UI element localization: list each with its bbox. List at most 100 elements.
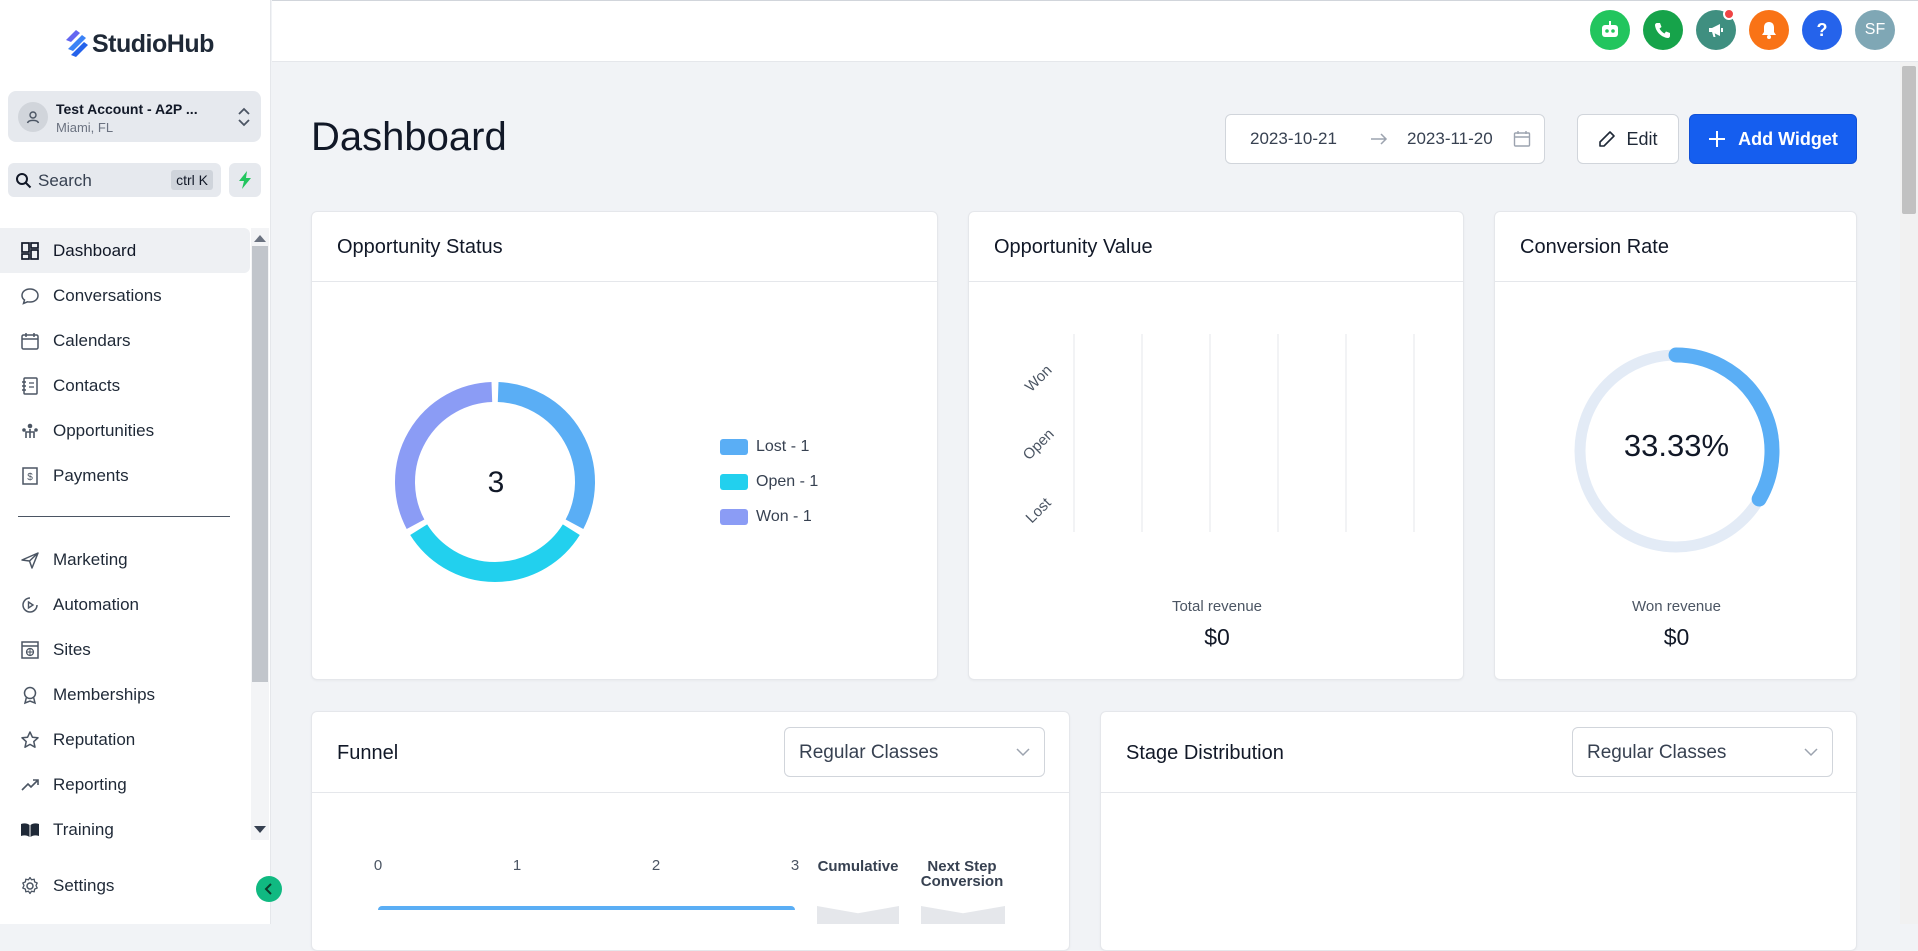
help-button[interactable]: ? bbox=[1802, 10, 1842, 50]
total-revenue-value: $0 bbox=[1204, 624, 1230, 650]
sidebar-item-label: Settings bbox=[53, 875, 115, 895]
search-icon bbox=[16, 173, 32, 189]
collapse-sidebar-button[interactable] bbox=[256, 876, 282, 902]
card-title: Opportunity Status bbox=[337, 236, 503, 258]
sidebar-item-sites[interactable]: Sites bbox=[0, 627, 250, 672]
opportunity-status-donut bbox=[395, 382, 595, 582]
donut-center-total: 3 bbox=[487, 466, 505, 499]
sidebar-item-label: Dashboard bbox=[53, 240, 137, 260]
add-widget-button[interactable]: Add Widget bbox=[1689, 114, 1857, 164]
legend-swatch bbox=[720, 509, 748, 525]
page-title: Dashboard bbox=[311, 115, 507, 159]
card-header: Stage Distribution Regular Classes bbox=[1101, 712, 1856, 793]
sidebar-item-dashboard[interactable]: Dashboard bbox=[0, 228, 250, 273]
edit-label: Edit bbox=[1626, 128, 1658, 149]
sidebar-item-payments[interactable]: $ Payments bbox=[0, 453, 250, 498]
account-location: Miami, FL bbox=[56, 120, 114, 135]
plus-icon bbox=[1709, 131, 1726, 147]
select-value: Regular Classes bbox=[799, 742, 939, 763]
sidebar-search[interactable]: Search ctrl K bbox=[8, 163, 221, 197]
scroll-down-arrow-icon[interactable] bbox=[254, 826, 266, 833]
search-placeholder: Search bbox=[38, 171, 92, 190]
card-title: Opportunity Value bbox=[994, 236, 1153, 258]
sidebar-item-label: Contacts bbox=[53, 375, 121, 395]
end-date[interactable]: 2023-11-20 bbox=[1407, 129, 1493, 148]
sidebar: StudioHub Test Account - A2P ... Miami, … bbox=[0, 0, 271, 924]
x-tick-label: 1 bbox=[513, 857, 521, 874]
chevron-left-icon bbox=[264, 883, 272, 895]
conversion-rate-card: Conversion Rate 33.33% Won revenue $0 bbox=[1494, 211, 1857, 680]
studiohub-logo-icon bbox=[66, 30, 88, 57]
megaphone-icon bbox=[1709, 24, 1723, 37]
pencil-icon bbox=[1599, 131, 1616, 147]
legend-label: Open - 1 bbox=[756, 473, 819, 490]
sidebar-item-reputation[interactable]: Reputation bbox=[0, 717, 250, 762]
quick-actions-button[interactable] bbox=[229, 163, 261, 197]
legend-item-lost[interactable]: Lost - 1 bbox=[720, 438, 809, 456]
stage-distribution-card: Stage Distribution Regular Classes bbox=[1100, 711, 1857, 951]
start-date[interactable]: 2023-10-21 bbox=[1250, 129, 1337, 148]
user-avatar[interactable]: SF bbox=[1855, 10, 1895, 50]
legend-item-won[interactable]: Won - 1 bbox=[720, 508, 812, 526]
account-switcher[interactable]: Test Account - A2P ... Miami, FL bbox=[8, 91, 261, 142]
app-logo[interactable]: StudioHub bbox=[62, 28, 214, 60]
sidebar-item-automation[interactable]: Automation bbox=[0, 582, 250, 627]
ai-bot-button[interactable] bbox=[1590, 10, 1630, 50]
top-bar: ? SF bbox=[272, 0, 1918, 62]
legend-label: Won - 1 bbox=[756, 508, 812, 525]
donut-slice-won[interactable] bbox=[395, 382, 493, 529]
card-header: Opportunity Status bbox=[312, 212, 937, 282]
sidebar-scrollbar-thumb[interactable] bbox=[252, 246, 268, 682]
phone-icon bbox=[1655, 23, 1670, 38]
star-icon bbox=[21, 730, 39, 748]
chevron-down-icon bbox=[1804, 748, 1818, 757]
sidebar-item-label: Reporting bbox=[53, 774, 127, 794]
sidebar-item-label: Calendars bbox=[53, 330, 131, 350]
sidebar-item-settings[interactable]: Settings bbox=[0, 863, 250, 908]
dashboard-icon bbox=[21, 241, 39, 260]
sidebar-divider bbox=[18, 516, 230, 517]
sidebar-item-memberships[interactable]: Memberships bbox=[0, 672, 250, 717]
ring-progress-arc[interactable] bbox=[1668, 347, 1780, 507]
legend-item-open[interactable]: Open - 1 bbox=[720, 473, 818, 491]
sidebar-item-calendars[interactable]: Calendars bbox=[0, 318, 250, 363]
automation-icon bbox=[22, 596, 38, 613]
conversion-rate-ring bbox=[1574, 347, 1780, 553]
dollar-document-icon: $ bbox=[22, 466, 38, 485]
date-range-picker[interactable]: 2023-10-21 2023-11-20 bbox=[1225, 114, 1545, 164]
y-tick-label: Open bbox=[1020, 426, 1058, 464]
page-scrollbar[interactable] bbox=[1900, 62, 1918, 924]
sidebar-item-training[interactable]: Training bbox=[0, 807, 250, 852]
won-revenue-caption: Won revenue bbox=[1632, 598, 1721, 615]
edit-dashboard-button[interactable]: Edit bbox=[1577, 114, 1679, 164]
gear-icon bbox=[22, 876, 38, 894]
sidebar-item-opportunities[interactable]: Opportunities bbox=[0, 408, 250, 453]
notification-badge bbox=[1723, 8, 1735, 20]
calendar-icon bbox=[1513, 131, 1531, 147]
header-line: Conversion bbox=[920, 873, 1004, 890]
next-step-conversion-header: Next Step Conversion bbox=[912, 859, 1012, 889]
cumulative-column-header: Cumulative bbox=[817, 858, 899, 875]
phone-button[interactable] bbox=[1643, 10, 1683, 50]
badge-icon bbox=[23, 686, 37, 704]
sidebar-item-conversations[interactable]: Conversations bbox=[0, 273, 250, 318]
stage-pipeline-select[interactable]: Regular Classes bbox=[1572, 727, 1833, 777]
donut-slice-lost[interactable] bbox=[497, 382, 595, 529]
card-title: Stage Distribution bbox=[1126, 742, 1284, 764]
card-title: Funnel bbox=[337, 742, 399, 764]
scroll-up-arrow-icon[interactable] bbox=[254, 235, 266, 242]
send-icon bbox=[21, 551, 39, 569]
account-name: Test Account - A2P ... bbox=[56, 101, 198, 117]
opportunity-status-card: Opportunity Status 3 Lost - 1 Open - 1 W… bbox=[311, 211, 938, 680]
funnel-bar[interactable] bbox=[378, 906, 795, 910]
card-title: Conversion Rate bbox=[1520, 236, 1669, 258]
donut-slice-open[interactable] bbox=[410, 524, 580, 582]
sidebar-item-marketing[interactable]: Marketing bbox=[0, 537, 250, 582]
page-scrollbar-thumb[interactable] bbox=[1902, 66, 1916, 214]
sidebar-item-reporting[interactable]: Reporting bbox=[0, 762, 250, 807]
announcements-button[interactable] bbox=[1696, 8, 1736, 50]
notifications-button[interactable] bbox=[1749, 10, 1789, 50]
funnel-pipeline-select[interactable]: Regular Classes bbox=[784, 727, 1045, 777]
sidebar-item-contacts[interactable]: Contacts bbox=[0, 363, 250, 408]
opportunities-icon bbox=[22, 423, 38, 438]
